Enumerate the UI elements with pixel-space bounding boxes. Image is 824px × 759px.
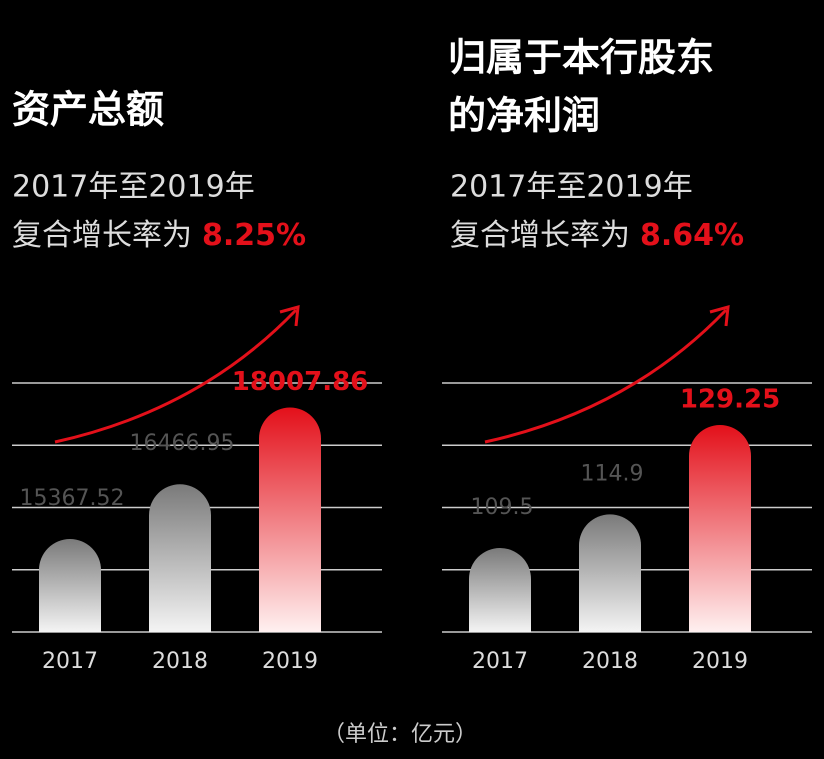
arrow-head bbox=[279, 304, 300, 327]
value-label: 129.25 bbox=[680, 385, 780, 415]
rate-line: 复合增长率为 8.64% bbox=[450, 218, 744, 253]
x-tick-label: 2019 bbox=[692, 649, 748, 674]
chart-title: 归属于本行股东 bbox=[448, 36, 714, 80]
bar bbox=[149, 484, 211, 632]
bar bbox=[39, 538, 101, 632]
rate-value: 8.25% bbox=[202, 218, 306, 253]
value-label: 15367.52 bbox=[20, 486, 125, 511]
bar bbox=[689, 425, 751, 632]
value-label: 18007.86 bbox=[232, 367, 369, 397]
bar bbox=[259, 407, 321, 632]
x-tick-label: 2017 bbox=[472, 649, 528, 674]
chart-title: 资产总额 bbox=[12, 88, 164, 132]
x-tick-label: 2018 bbox=[582, 649, 638, 674]
x-tick-label: 2018 bbox=[152, 649, 208, 674]
trend-arrow bbox=[484, 308, 728, 444]
bar bbox=[579, 514, 641, 632]
trend-arrow bbox=[54, 308, 298, 444]
subtitle: 2017年至2019年 bbox=[12, 170, 255, 205]
bar bbox=[469, 547, 531, 632]
arrow-head bbox=[709, 304, 730, 327]
value-label: 109.5 bbox=[471, 495, 534, 520]
unit-note: （单位：亿元） bbox=[323, 722, 477, 747]
x-tick-label: 2017 bbox=[42, 649, 98, 674]
x-tick-label: 2019 bbox=[262, 649, 318, 674]
rate-text: 复合增长率为 bbox=[450, 218, 630, 253]
rate-value: 8.64% bbox=[640, 218, 744, 253]
value-label: 114.9 bbox=[581, 461, 644, 486]
chart-title: 的净利润 bbox=[448, 94, 600, 138]
rate-text: 复合增长率为 bbox=[12, 218, 192, 253]
value-label: 16466.95 bbox=[130, 431, 235, 456]
subtitle: 2017年至2019年 bbox=[450, 170, 693, 205]
rate-line: 复合增长率为 8.25% bbox=[12, 218, 306, 253]
